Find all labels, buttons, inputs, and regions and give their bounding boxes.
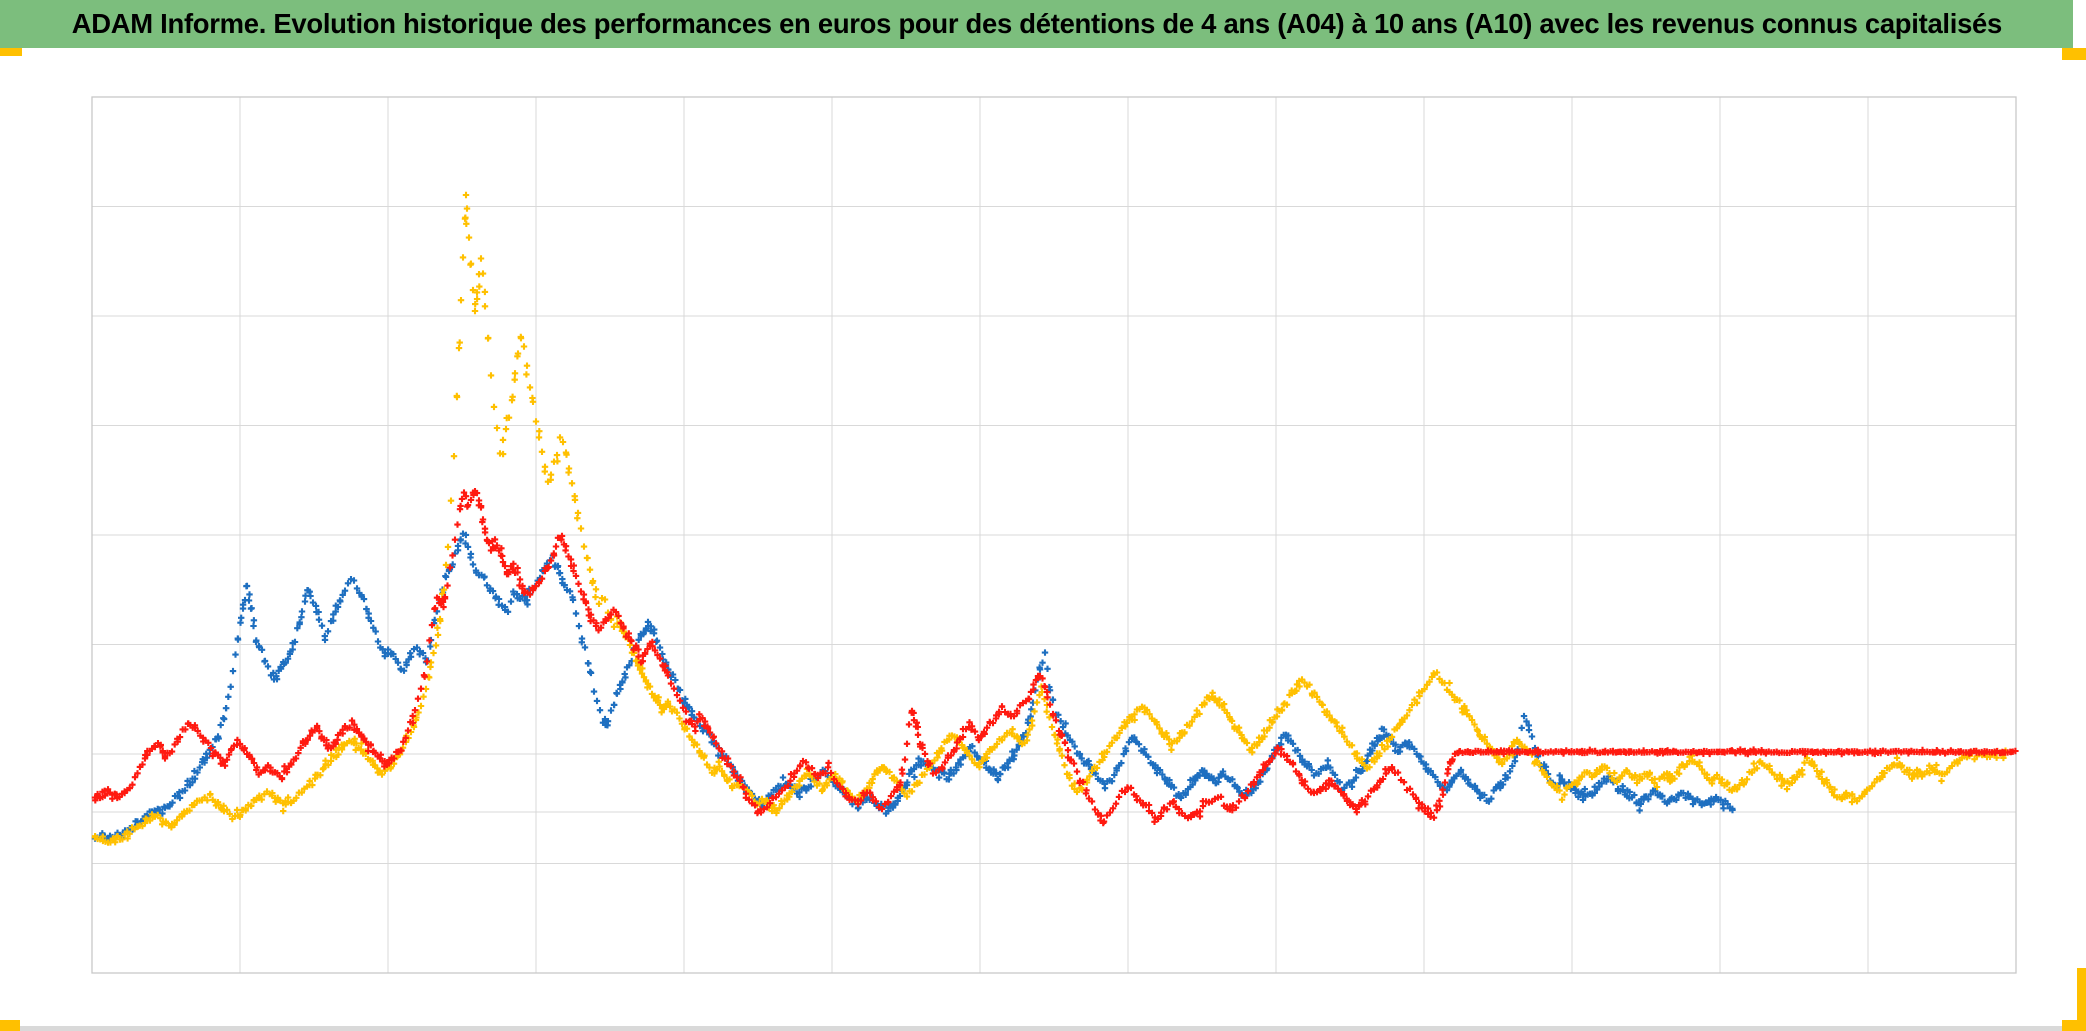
corner-accent-bottom-right-horizontal xyxy=(2062,1020,2086,1031)
title-bar: ADAM Informe. Evolution historique des p… xyxy=(0,0,2073,48)
chart-gridlines xyxy=(91,96,2017,974)
bottom-gray-bar xyxy=(20,1026,2062,1031)
corner-accent-top-left xyxy=(0,48,22,56)
series-blue xyxy=(91,530,1736,844)
page-title: ADAM Informe. Evolution historique des p… xyxy=(71,8,2002,39)
corner-accent-bottom-right-vertical xyxy=(2077,968,2086,1031)
plot-area-border xyxy=(91,96,2017,974)
corner-accent-top-right xyxy=(2062,48,2086,60)
series-yellow xyxy=(91,191,2009,846)
corner-accent-bottom-left xyxy=(0,1020,20,1031)
series-red xyxy=(91,488,2019,827)
